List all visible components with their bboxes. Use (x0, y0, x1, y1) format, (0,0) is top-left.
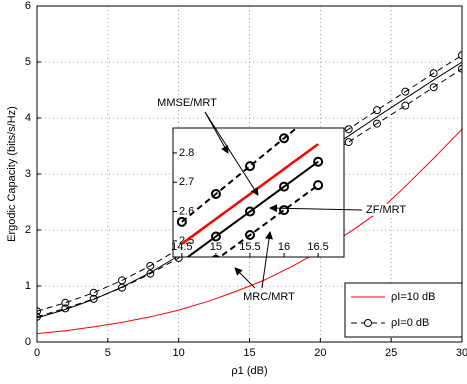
data-point (61, 304, 70, 313)
annotation: MMSE/MRT (157, 97, 217, 109)
data-point (344, 138, 353, 147)
annotation-bg (365, 203, 408, 216)
y-tick-label: 2.8 (179, 147, 194, 159)
annotation: MRC/MRT (243, 291, 295, 303)
data-point (344, 125, 353, 134)
data-point (429, 69, 438, 78)
data-point (279, 181, 290, 192)
legend-box (344, 282, 463, 338)
data-point (279, 133, 290, 144)
x-tick-label: 16 (278, 241, 290, 253)
annotation-arrow (234, 267, 256, 289)
x-axis-label: ρ1 (dB) (231, 365, 267, 377)
y-tick-label: 6 (25, 0, 31, 12)
data-point (118, 283, 126, 292)
data-point (146, 269, 155, 278)
y-tick-label: 5 (25, 56, 31, 68)
y-tick-label: 0 (25, 336, 31, 348)
x-tick-label: 15.5 (239, 241, 260, 253)
data-point (458, 64, 462, 73)
data-point (401, 101, 410, 110)
x-tick-label: 14.5 (171, 241, 192, 253)
data-point (244, 206, 255, 217)
data-point (313, 156, 324, 167)
legend-label: ρI=0 dB (391, 317, 429, 329)
y-tick-label: 4 (25, 112, 31, 124)
data-point (89, 288, 98, 297)
data-point (210, 231, 221, 242)
x-tick-label: 16.5 (307, 241, 328, 253)
y-axis-label: Ergodic Capacity (bits/s/Hz) (6, 106, 18, 242)
x-tick-label: 10 (173, 347, 185, 359)
data-point (211, 254, 220, 257)
data-point (37, 307, 41, 316)
y-tick-label: 2.7 (179, 176, 194, 188)
data-point (373, 119, 381, 128)
series-line (37, 128, 462, 335)
data-point (401, 87, 410, 96)
data-point (313, 180, 324, 191)
annotation-bg (156, 96, 219, 109)
plot-frame (172, 127, 345, 258)
plot-frame (36, 5, 463, 343)
x-tick-label: 0 (34, 347, 40, 359)
series-line (181, 143, 319, 245)
annotation: ZF/MRT (366, 204, 406, 216)
data-point (176, 216, 187, 227)
data-point (279, 205, 290, 216)
data-point (210, 188, 221, 199)
annotation-arrow (261, 231, 273, 289)
legend-marker (364, 319, 372, 327)
data-point (429, 83, 438, 92)
series-line (218, 184, 319, 257)
y-tick-label: 2.6 (179, 205, 194, 217)
x-tick-label: 25 (385, 347, 397, 359)
data-point (89, 294, 98, 303)
plot-background (173, 128, 344, 257)
annotation-arrow (269, 204, 363, 213)
legend-label: ρI=10 dB (391, 291, 435, 303)
annotation-bg (242, 290, 297, 303)
data-point (458, 51, 462, 60)
data-point (61, 298, 70, 307)
legend: ρI=10 dB ρI=0 dB (344, 282, 463, 338)
x-tick-label: 15 (243, 347, 255, 359)
x-tick-label: 5 (105, 347, 111, 359)
y-tick-label: 1 (25, 280, 31, 292)
y-tick-label: 3 (25, 168, 31, 180)
series-line (186, 160, 319, 257)
x-tick-label: 30 (456, 347, 467, 359)
data-point (244, 230, 255, 241)
y-tick-label: 2 (25, 224, 31, 236)
data-point (244, 161, 255, 172)
annotations: MMSE/MRT ZF/MRT MRC/MRT (156, 96, 408, 303)
data-point (373, 106, 381, 115)
x-tick-label: 15 (210, 241, 222, 253)
annotation-arrow (204, 111, 259, 196)
data-point (37, 312, 41, 321)
data-point (146, 261, 155, 270)
x-tick-label: 20 (314, 347, 326, 359)
series-group (176, 128, 324, 257)
